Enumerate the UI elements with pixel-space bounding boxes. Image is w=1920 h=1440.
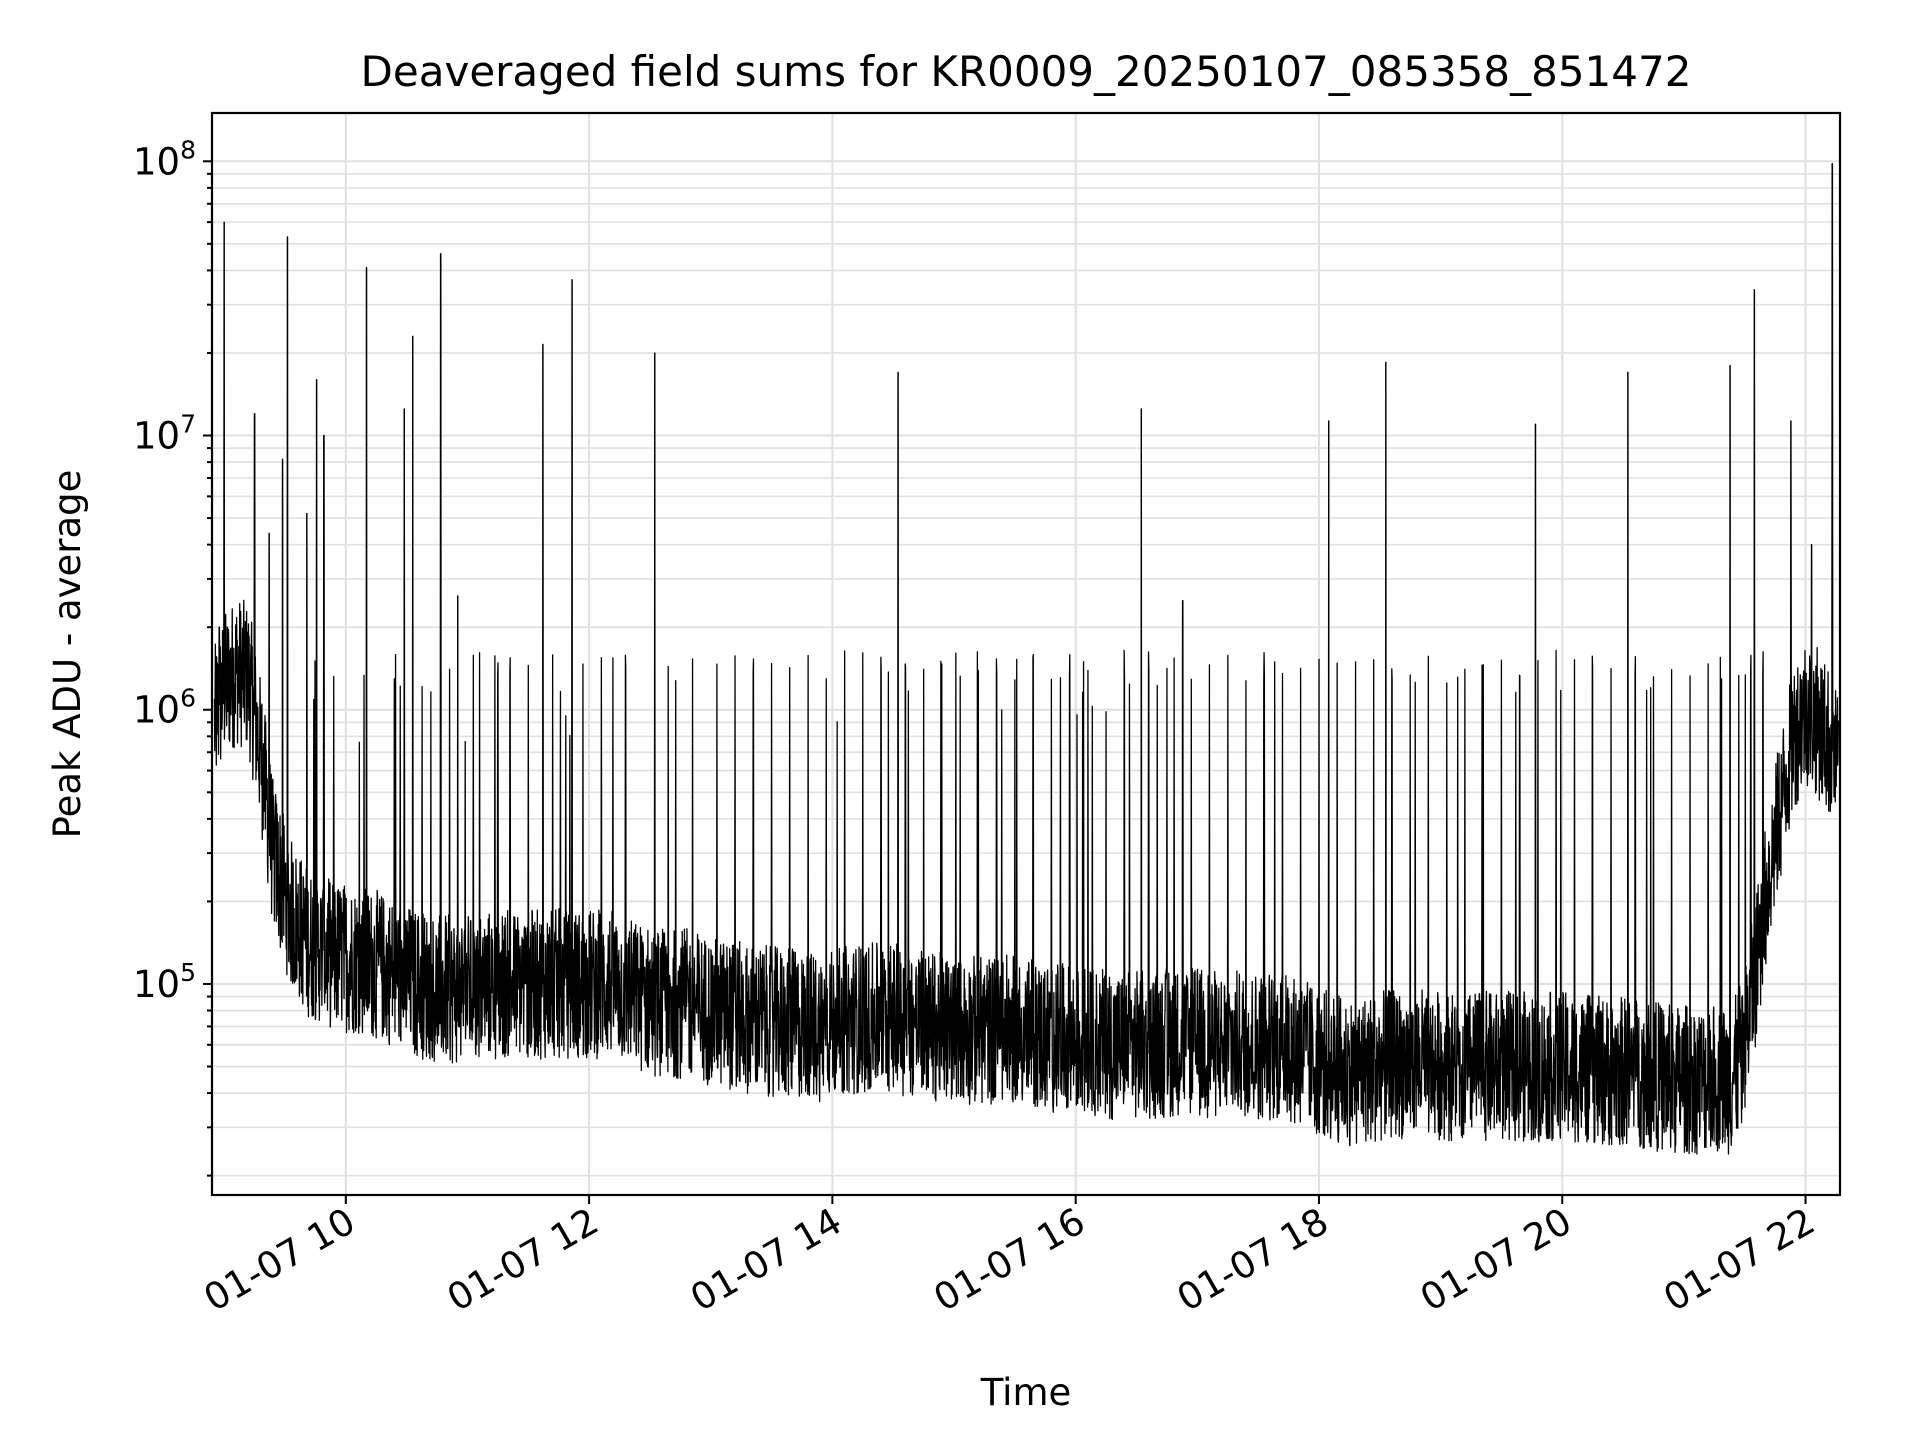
series-line xyxy=(213,163,1840,1155)
y-tick-label: 105 xyxy=(133,958,196,1006)
y-axis-label: Peak ADU - average xyxy=(46,470,89,839)
x-tick-label: 01-07 10 xyxy=(197,1200,363,1320)
y-tick-label: 106 xyxy=(133,684,196,732)
x-tick-label: 01-07 18 xyxy=(1170,1200,1336,1320)
x-tick-label: 01-07 12 xyxy=(440,1200,606,1320)
y-tick-label: 108 xyxy=(133,135,196,183)
x-tick-label: 01-07 22 xyxy=(1656,1200,1822,1320)
x-tick-label: 01-07 20 xyxy=(1413,1200,1579,1320)
chart-title: Deaveraged field sums for KR0009_2025010… xyxy=(361,47,1692,96)
y-tick-label: 107 xyxy=(133,410,196,458)
x-axis-label: Time xyxy=(980,1371,1072,1414)
x-tick-label: 01-07 16 xyxy=(927,1200,1093,1320)
series-layer xyxy=(213,163,1840,1155)
x-tick-label: 01-07 14 xyxy=(683,1200,849,1320)
plot-frame xyxy=(210,111,1842,1197)
